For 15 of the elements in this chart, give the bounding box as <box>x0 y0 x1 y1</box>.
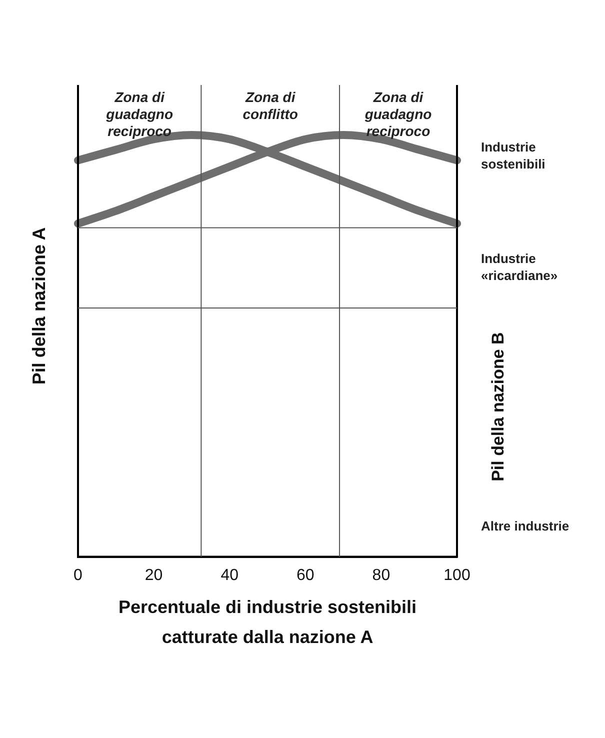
annotation: Zona di guadagno reciproco <box>105 88 174 139</box>
x-axis-title: Percentuale di industrie sostenibili catturate dalla nazione A <box>118 596 417 647</box>
x-tick-label: 60 <box>296 566 314 584</box>
text: Industrie sostenibili <box>481 139 546 172</box>
text: Altre industrie <box>481 518 570 534</box>
text: Industrie «ricardiane» <box>481 250 558 283</box>
x-tick-label: 20 <box>144 566 163 584</box>
x-tick-label: 100 <box>444 566 470 584</box>
y-axis-title: Pil della nazione A <box>28 227 49 385</box>
text: Zona di conflitto <box>242 88 298 122</box>
x-tick-label: 80 <box>372 566 390 584</box>
y2-axis-title: Pil della nazione B <box>488 332 508 482</box>
x-tick-label: 40 <box>220 566 239 584</box>
annotation: Zona di guadagno reciproco <box>364 88 432 139</box>
x-tick-label: 0 <box>74 566 83 584</box>
